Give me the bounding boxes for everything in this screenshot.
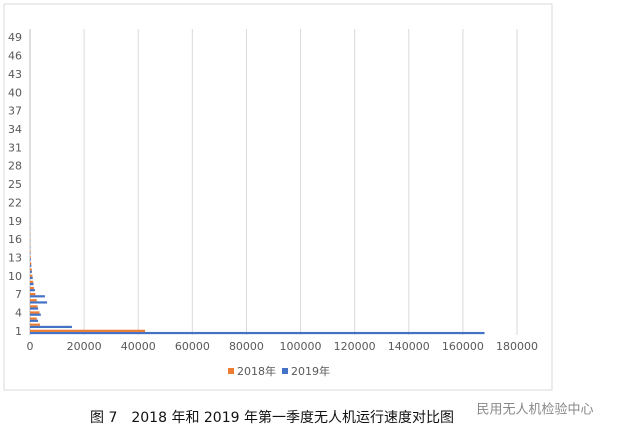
y-tick-label: 37	[8, 105, 22, 118]
bar	[30, 307, 39, 310]
y-tick-label: 28	[8, 160, 22, 173]
x-tick-label: 140000	[388, 340, 430, 353]
bar	[30, 252, 31, 255]
y-tick-label: 34	[8, 123, 22, 136]
bar	[30, 317, 37, 320]
bar	[30, 282, 34, 286]
x-tick-label: 160000	[442, 340, 484, 353]
bar	[30, 313, 41, 316]
bar	[30, 256, 31, 259]
watermark: 民用无人机检验中心	[476, 402, 593, 418]
y-tick-label: 43	[8, 68, 22, 81]
x-tick-label: 40000	[121, 340, 156, 353]
bar	[30, 274, 33, 277]
bar	[30, 301, 48, 304]
bar	[30, 268, 32, 271]
bar	[30, 329, 145, 332]
y-tick-label: 7	[15, 288, 22, 301]
x-tick-label: 0	[27, 340, 34, 353]
legend-label: 2019年	[291, 364, 330, 378]
bar	[30, 289, 35, 292]
y-tick-label: 10	[8, 270, 22, 283]
bar	[30, 258, 31, 261]
y-tick-label: 40	[8, 86, 22, 99]
bar	[30, 276, 33, 280]
bar	[30, 305, 38, 308]
bar	[30, 250, 31, 253]
y-tick-label: 31	[8, 141, 22, 154]
legend-swatch	[282, 368, 288, 374]
bar	[30, 270, 32, 273]
chart-frame	[3, 3, 553, 391]
y-tick-label: 16	[8, 233, 22, 246]
bar	[30, 325, 72, 329]
y-tick-label: 13	[8, 252, 22, 265]
bar	[30, 295, 45, 298]
legend-label: 2018年	[237, 364, 276, 378]
bar	[30, 331, 485, 335]
bar	[30, 323, 41, 326]
bar	[30, 293, 36, 296]
y-tick-label: 25	[8, 178, 22, 191]
bar	[30, 286, 35, 290]
y-tick-label: 46	[8, 50, 22, 63]
bar	[30, 264, 32, 267]
caption: 图 7 2018 年和 2019 年第一季度无人机运行速度对比图	[90, 409, 454, 426]
y-tick-label: 1	[15, 325, 22, 338]
y-tick-label: 4	[15, 307, 22, 320]
bar	[30, 299, 37, 302]
y-tick-label: 19	[8, 215, 22, 228]
x-tick-label: 180000	[496, 340, 538, 353]
x-tick-label: 20000	[67, 340, 102, 353]
x-tick-label: 120000	[334, 340, 376, 353]
y-tick-label: 22	[8, 196, 22, 209]
y-tick-label: 49	[8, 31, 22, 44]
bar	[30, 280, 34, 283]
x-tick-label: 80000	[229, 340, 264, 353]
x-tick-label: 60000	[175, 340, 210, 353]
bar	[30, 311, 40, 314]
bar	[30, 262, 32, 265]
bar	[30, 319, 39, 322]
legend-swatch	[228, 368, 234, 374]
x-tick-label: 100000	[280, 340, 322, 353]
